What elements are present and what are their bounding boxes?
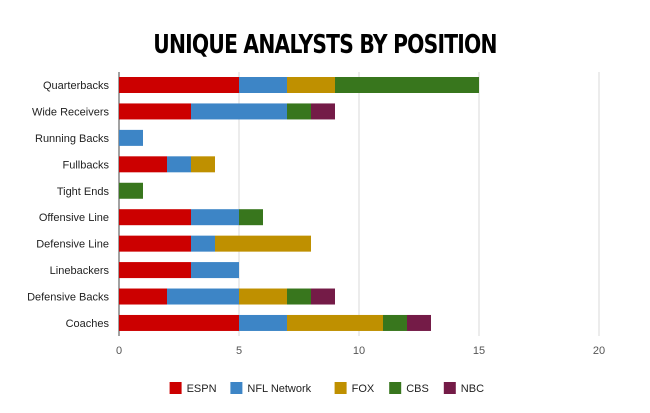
bar-segment bbox=[287, 103, 311, 120]
bar-segment bbox=[119, 103, 191, 120]
bar-segment bbox=[119, 156, 167, 173]
bar-segment bbox=[119, 182, 143, 199]
bar-segment bbox=[167, 288, 239, 305]
bar-segment bbox=[119, 314, 239, 331]
bar-segment bbox=[119, 129, 143, 146]
legend-swatch bbox=[443, 382, 456, 394]
category-label: Defensive Line bbox=[36, 239, 109, 251]
bar-segment bbox=[167, 156, 191, 173]
category-label: Defensive Backs bbox=[27, 292, 109, 304]
legend-label: ESPN bbox=[187, 383, 217, 395]
legend-swatch bbox=[169, 382, 182, 394]
bar-segment bbox=[191, 235, 215, 252]
bar-segment bbox=[215, 235, 311, 252]
bar-segment bbox=[191, 209, 239, 226]
bar-segment bbox=[119, 235, 191, 252]
bar-segment bbox=[119, 288, 167, 305]
legend-swatch bbox=[334, 382, 347, 394]
bar-segment bbox=[191, 156, 215, 173]
x-tick-labels: 0 5 10 15 20 bbox=[116, 345, 605, 357]
category-label: Offensive Line bbox=[39, 212, 109, 224]
category-label: Wide Receivers bbox=[32, 106, 110, 118]
bar-segment bbox=[383, 314, 407, 331]
bar-segment bbox=[191, 103, 287, 120]
legend-label: FOX bbox=[352, 383, 375, 395]
bar-segment bbox=[119, 209, 191, 226]
x-tick-label: 0 bbox=[116, 345, 122, 357]
bar-segment bbox=[239, 77, 287, 93]
bar-segment bbox=[287, 314, 383, 331]
category-label: Linebackers bbox=[50, 265, 110, 277]
bar-segment bbox=[239, 209, 263, 226]
bar-segment bbox=[407, 314, 431, 331]
legend-label: NFL Network bbox=[247, 383, 311, 395]
category-label: Coaches bbox=[66, 318, 110, 330]
legend: ESPN NFL Network FOX CBS NBC bbox=[169, 382, 484, 395]
x-tick-label: 10 bbox=[353, 345, 365, 357]
bar-segment bbox=[239, 288, 287, 305]
category-label: Tight Ends bbox=[57, 186, 110, 198]
bar-segment bbox=[119, 77, 239, 93]
category-label: Running Backs bbox=[35, 133, 109, 145]
bar-segment bbox=[311, 103, 335, 120]
bar-segment bbox=[239, 314, 287, 331]
category-label: Quarterbacks bbox=[43, 80, 110, 92]
legend-label: CBS bbox=[406, 383, 429, 395]
bar-segment bbox=[311, 288, 335, 305]
bar-segment bbox=[287, 288, 311, 305]
x-tick-label: 20 bbox=[593, 345, 605, 357]
legend-swatch bbox=[230, 382, 243, 394]
x-tick-label: 5 bbox=[236, 345, 242, 357]
bars bbox=[119, 77, 479, 331]
legend-label: NBC bbox=[461, 383, 484, 395]
x-tick-label: 15 bbox=[473, 345, 485, 357]
bar-segment bbox=[191, 262, 239, 279]
bar-segment bbox=[335, 77, 479, 93]
chart-title: UNIQUE ANALYSTS BY POSITION bbox=[153, 30, 497, 60]
legend-swatch bbox=[389, 382, 402, 394]
bar-segment bbox=[287, 77, 335, 93]
bar-segment bbox=[119, 262, 191, 279]
category-labels: Quarterbacks Wide Receivers Running Backs F… bbox=[27, 80, 109, 330]
category-label: Fullbacks bbox=[63, 159, 110, 171]
